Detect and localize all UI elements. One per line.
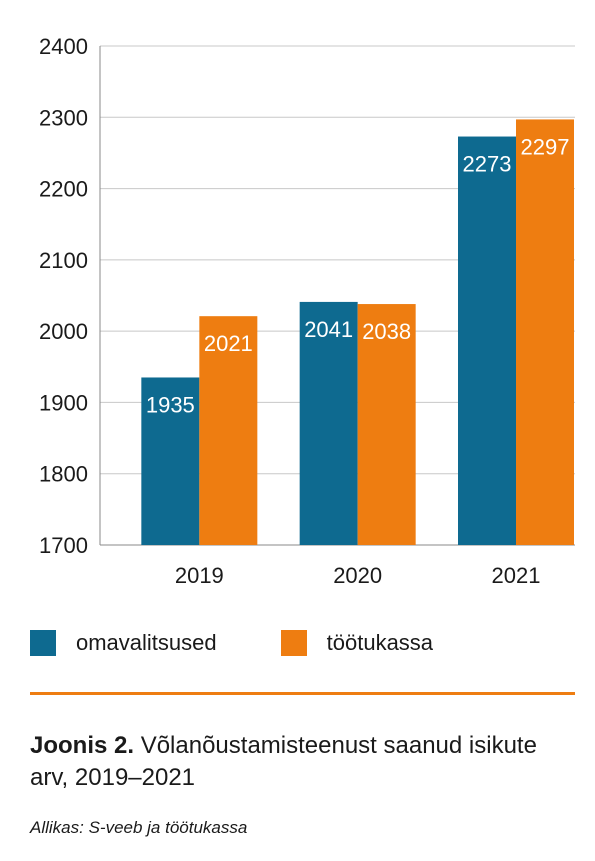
data-label: 2297 [521,134,570,159]
bar-ttukassa-2021 [516,119,574,545]
y-tick-label: 1900 [39,390,88,415]
bar-ttukassa-2020 [357,304,416,545]
legend-swatch-omavalitsused [30,630,56,656]
y-tick-label: 2000 [39,319,88,344]
legend-label: omavalitsused [76,630,217,655]
legend-label: töötukassa [326,630,434,655]
legend: omavalitsused töötukassa [30,630,497,656]
data-label: 2273 [463,152,512,177]
figure-caption: Joonis 2. Võlanõustamisteenust saanud is… [30,730,570,794]
bar-ttukassa-2019 [199,316,258,545]
caption-prefix: Joonis 2. [30,732,135,759]
x-category-label: 2019 [175,563,224,588]
y-tick-label: 2200 [39,177,88,202]
x-category-label: 2021 [492,563,541,588]
caption-text: Võlanõustamisteenust saanud isikute arv,… [30,732,537,791]
data-label: 1935 [146,392,195,417]
divider-rule [30,692,575,695]
y-tick-label: 2400 [39,34,88,59]
y-tick-label: 2100 [39,248,88,273]
data-label: 2041 [304,317,353,342]
x-axis-categories: 2019 2020 2021 [175,563,541,588]
legend-swatch-tootukassa [280,630,307,656]
y-axis-ticks: 1700 1800 1900 2000 2100 2200 2300 2400 [39,34,88,558]
bar-omavalitsused-2019 [141,377,200,545]
y-tick-label: 2300 [39,105,88,130]
legend-item-omavalitsused: omavalitsused [30,630,217,656]
legend-item-tootukassa: töötukassa [280,630,434,656]
data-label: 2038 [362,319,411,344]
bars [141,119,574,546]
bar-omavalitsused-2020 [299,301,358,545]
y-tick-label: 1800 [39,462,88,487]
data-label: 2021 [204,331,253,356]
bar-omavalitsused-2021 [458,136,516,546]
source-note: Allikas: S-veeb ja töötukassa [30,818,248,837]
bar-chart: 1700 1800 1900 2000 2100 2200 2300 2400 1935 202… [39,34,575,588]
x-category-label: 2020 [333,563,382,588]
data-labels: 1935 2021 2041 2038 2273 2297 [146,134,570,417]
y-tick-label: 1700 [39,533,88,558]
